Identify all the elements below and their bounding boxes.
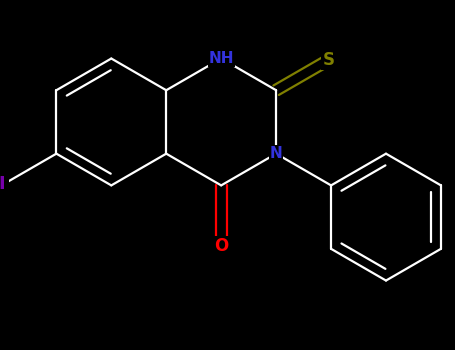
Text: O: O: [214, 237, 228, 255]
Text: I: I: [0, 175, 5, 193]
Text: S: S: [322, 51, 334, 69]
Text: NH: NH: [208, 51, 234, 66]
Text: N: N: [270, 146, 283, 161]
